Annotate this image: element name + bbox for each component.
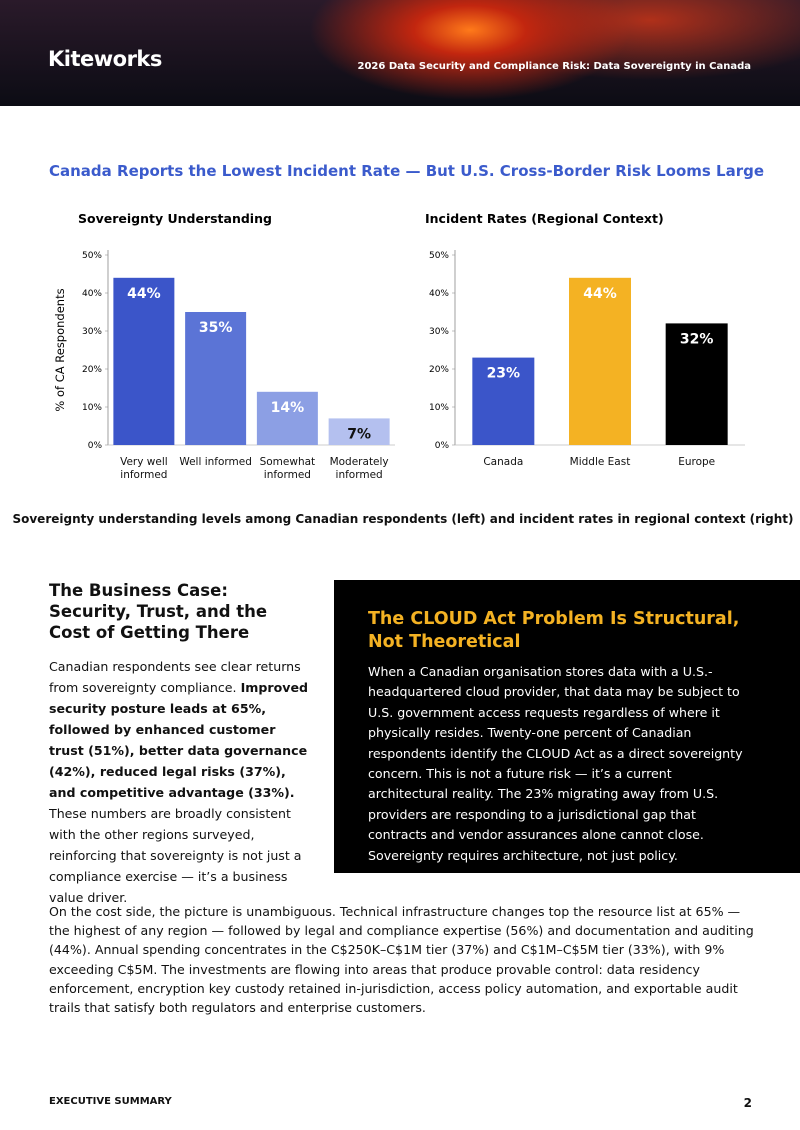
value-label: 44%: [127, 286, 161, 302]
y-tick-label: 10%: [429, 403, 449, 413]
x-tick-label: Somewhat informed: [259, 456, 316, 481]
y-tick-label: 30%: [429, 327, 449, 337]
bar: [472, 357, 535, 445]
x-tick-label-box: Somewhat informed: [259, 456, 316, 481]
body-paragraph: On the cost side, the picture is unambig…: [49, 904, 754, 1016]
value-label: 44%: [583, 286, 617, 302]
chart-title: Incident Rates (Regional Context): [425, 211, 664, 226]
bar: [185, 312, 247, 445]
x-tick-label: Europe: [678, 456, 716, 468]
x-tick-label-box: Well informed: [179, 456, 252, 468]
x-tick-label-box: Very well informed: [120, 456, 168, 481]
x-tick-label: Well informed: [179, 456, 252, 468]
left-heading: The Business Case: Security, Trust, and …: [49, 581, 268, 642]
y-tick-label: 40%: [429, 289, 449, 299]
value-label: 23%: [487, 366, 521, 382]
y-tick-label: 30%: [82, 327, 102, 337]
report-title: 2026 Data Security and Compliance Risk: …: [357, 61, 751, 72]
bar: [665, 323, 728, 445]
footer-label: EXECUTIVE SUMMARY: [49, 1096, 172, 1107]
y-tick-label: 20%: [429, 365, 449, 375]
left-paragraph: Canadian respondents see clear returns f…: [49, 656, 311, 908]
callout-body: When a Canadian organisation stores data…: [368, 664, 743, 863]
x-tick-label: Moderately informed: [329, 456, 389, 481]
paragraph-run: Canadian respondents see clear returns f…: [49, 659, 301, 695]
header-banner: Kiteworks 2026 Data Security and Complia…: [0, 0, 800, 106]
callout-heading: The CLOUD Act Problem Is Structural, Not…: [368, 609, 740, 652]
value-label: 14%: [271, 400, 305, 416]
chart-title: Sovereignty Understanding: [78, 211, 272, 226]
chart-caption: Sovereignty understanding levels among C…: [12, 512, 794, 526]
y-tick-label: 0%: [88, 441, 103, 451]
y-tick-label: 0%: [435, 441, 450, 451]
page-number: 2: [743, 1096, 752, 1110]
value-label: 32%: [680, 331, 714, 347]
bar: [569, 277, 631, 445]
value-label: 35%: [199, 320, 233, 336]
paragraph-run: These numbers are broadly consistent wit…: [49, 806, 302, 905]
section-title: Canada Reports the Lowest Incident Rate …: [49, 162, 765, 180]
callout-box: The CLOUD Act Problem Is Structural, Not…: [334, 580, 800, 873]
value-label: 7%: [347, 426, 371, 442]
bar: [328, 418, 390, 445]
x-tick-label: Very well informed: [120, 456, 168, 481]
y-tick-label: 40%: [82, 289, 102, 299]
x-tick-label-box: Middle East: [569, 456, 631, 468]
x-tick-label: Middle East: [569, 456, 631, 468]
y-axis-label: % of CA Respondents: [53, 288, 67, 411]
y-tick-label: 50%: [82, 251, 102, 261]
y-tick-label: 10%: [82, 403, 102, 413]
bar: [113, 277, 175, 445]
charts: Sovereignty Understanding % of CA Respond…: [53, 211, 745, 481]
y-tick-label: 50%: [429, 251, 449, 261]
logo: Kiteworks: [48, 47, 162, 71]
x-tick-label-box: Moderately informed: [329, 456, 389, 481]
x-tick-label-box: Canada: [483, 456, 524, 468]
y-tick-label: 20%: [82, 365, 102, 375]
x-tick-label-box: Europe: [678, 456, 716, 468]
x-tick-label: Canada: [483, 456, 524, 468]
paragraph-run: Improved security posture leads at 65%, …: [49, 680, 309, 800]
bar: [256, 391, 318, 445]
